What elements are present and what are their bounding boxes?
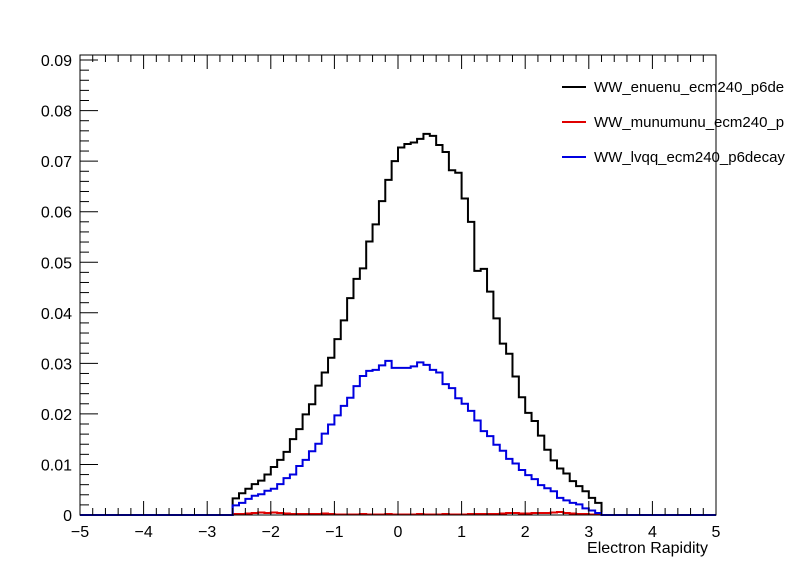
legend-label-2: WW_lvqq_ecm240_p6decay [594, 149, 785, 166]
x-tick-label: 3 [584, 524, 593, 541]
y-tick-label: 0.08 [41, 104, 72, 121]
x-tick-label: −2 [262, 524, 280, 541]
x-tick-label: −1 [325, 524, 343, 541]
y-tick-label: 0.02 [41, 407, 72, 424]
x-tick-label: −4 [134, 524, 152, 541]
x-tick-label: 1 [457, 524, 466, 541]
axes-layer: −5 −4 −3 −2 −1 0 1 2 3 4 5 0 0.01 0.02 0.03 0.04 0.05 0.0… [41, 53, 721, 541]
series-line-0 [80, 132, 716, 516]
legend-label-1: WW_munumunu_ecm240_p [594, 114, 784, 131]
x-tick-label: 5 [712, 524, 721, 541]
x-tick-label: 2 [521, 524, 530, 541]
x-tick-label: 4 [648, 524, 657, 541]
y-tick-label: 0.03 [41, 356, 72, 373]
x-tick-label: −3 [198, 524, 216, 541]
y-tick-label: 0.01 [41, 457, 72, 474]
x-tick-label: −5 [71, 524, 89, 541]
y-tick-label: 0.05 [41, 255, 72, 272]
y-tick-label: 0.06 [41, 205, 72, 222]
legend-label-0: WW_enuenu_ecm240_p6de [594, 79, 784, 96]
legend: WW_enuenu_ecm240_p6de WW_munumunu_ecm240_… [562, 79, 785, 166]
x-axis-title: Electron Rapidity [587, 540, 708, 557]
y-tick-label: 0.09 [41, 53, 72, 70]
y-tick-label: 0.07 [41, 154, 72, 171]
series-line-2 [80, 359, 716, 516]
x-tick-label: 0 [394, 524, 403, 541]
y-tick-label: 0 [63, 508, 72, 525]
y-tick-label: 0.04 [41, 306, 72, 323]
